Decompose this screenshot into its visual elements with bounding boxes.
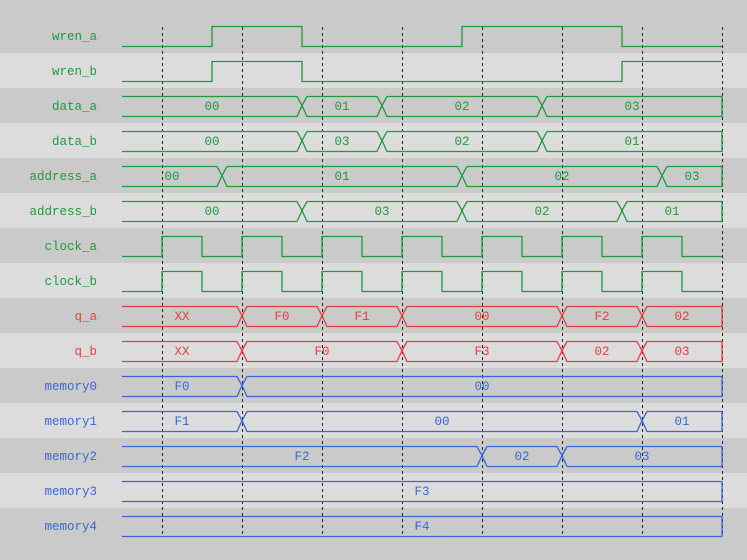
signal-row-memory2: memory2 F2 02 03 bbox=[44, 445, 723, 468]
bus-value-label: F3 bbox=[414, 485, 429, 499]
signal-row-memory1: memory1 F1 00 01 bbox=[44, 410, 723, 433]
row-background bbox=[0, 158, 747, 193]
signal-name-label: data_b bbox=[52, 135, 97, 149]
row-background bbox=[0, 403, 747, 438]
bus-value-label: 03 bbox=[374, 205, 389, 219]
bus-value-label: 03 bbox=[674, 345, 689, 359]
bus-value-label: 00 bbox=[204, 100, 219, 114]
bus-value-label: F2 bbox=[594, 310, 609, 324]
signal-name-label: memory4 bbox=[44, 520, 97, 534]
bus-segment bbox=[661, 165, 723, 188]
bus-value-label: F0 bbox=[274, 310, 289, 324]
row-background bbox=[0, 53, 747, 88]
row-background bbox=[0, 88, 747, 123]
bus-value-label: F4 bbox=[414, 520, 429, 534]
bus-value-label: F2 bbox=[294, 450, 309, 464]
bus-value-label: 02 bbox=[454, 100, 469, 114]
bus-segment bbox=[541, 130, 723, 153]
signal-name-label: q_b bbox=[74, 345, 97, 359]
bus-value-label: 02 bbox=[454, 135, 469, 149]
signal-row-wren_b: wren_b bbox=[52, 60, 722, 83]
bus-value-label: 00 bbox=[474, 310, 489, 324]
bus-segment bbox=[122, 515, 723, 538]
bus-segment bbox=[641, 340, 723, 363]
bus-value-label: 03 bbox=[334, 135, 349, 149]
signal-name-label: address_a bbox=[29, 170, 97, 184]
bus-value-label: F0 bbox=[314, 345, 329, 359]
row-background bbox=[0, 263, 747, 298]
bus-value-label: 02 bbox=[554, 170, 569, 184]
signal-name-label: q_a bbox=[74, 310, 97, 324]
waveform-trace bbox=[122, 25, 722, 48]
bus-value-label: 01 bbox=[664, 205, 679, 219]
bus-segment bbox=[641, 410, 723, 433]
bus-value-label: 01 bbox=[624, 135, 639, 149]
signal-name-label: data_a bbox=[52, 100, 98, 114]
clock-trace bbox=[122, 235, 722, 258]
bus-value-label: F0 bbox=[174, 380, 189, 394]
signal-row-wren_a: wren_a bbox=[52, 25, 722, 48]
signal-row-address_b: address_b 00 03 02 01 bbox=[29, 200, 723, 223]
bus-segment bbox=[241, 375, 723, 398]
signal-name-label: memory3 bbox=[44, 485, 97, 499]
signal-row-data_a: data_a 00 01 02 03 bbox=[52, 95, 723, 118]
bus-value-label: F3 bbox=[474, 345, 489, 359]
bus-value-label: 01 bbox=[334, 170, 349, 184]
bus-value-label: 00 bbox=[474, 380, 489, 394]
signal-name-label: wren_a bbox=[52, 30, 98, 44]
bus-value-label: XX bbox=[174, 310, 190, 324]
bus-value-label: 00 bbox=[164, 170, 179, 184]
row-background bbox=[0, 228, 747, 263]
row-background bbox=[0, 123, 747, 158]
signal-name-label: clock_b bbox=[44, 275, 97, 289]
signal-row-clock_a: clock_a bbox=[44, 235, 722, 258]
bus-value-label: 01 bbox=[674, 415, 689, 429]
signal-row-memory0: memory0 F0 00 bbox=[44, 375, 723, 398]
signal-row-q_a: q_a XX F0 F1 00 F2 02 bbox=[74, 305, 723, 328]
bus-value-label: 02 bbox=[514, 450, 529, 464]
row-background bbox=[0, 473, 747, 508]
bus-value-label: 03 bbox=[634, 450, 649, 464]
signal-row-memory3: memory3 F3 bbox=[44, 480, 723, 503]
signal-name-label: memory2 bbox=[44, 450, 97, 464]
signal-row-clock_b: clock_b bbox=[44, 270, 722, 293]
bus-segment bbox=[621, 200, 723, 223]
signal-row-address_a: address_a 00 01 02 03 bbox=[29, 165, 723, 188]
waveform-trace bbox=[122, 60, 722, 83]
bus-segment bbox=[641, 305, 723, 328]
bus-value-label: 03 bbox=[684, 170, 699, 184]
signal-name-label: address_b bbox=[29, 205, 97, 219]
clock-trace bbox=[122, 270, 722, 293]
bus-value-label: 03 bbox=[624, 100, 639, 114]
bus-value-label: F1 bbox=[174, 415, 189, 429]
bus-value-label: XX bbox=[174, 345, 190, 359]
signal-row-q_b: q_b XX F0 F3 02 03 bbox=[74, 340, 723, 363]
row-background bbox=[0, 438, 747, 473]
bus-value-label: 00 bbox=[204, 205, 219, 219]
bus-value-label: 02 bbox=[594, 345, 609, 359]
row-background bbox=[0, 333, 747, 368]
bus-segment bbox=[561, 445, 723, 468]
row-background bbox=[0, 368, 747, 403]
bus-value-label: 01 bbox=[334, 100, 349, 114]
row-background bbox=[0, 298, 747, 333]
bus-segment bbox=[541, 95, 723, 118]
signal-name-label: memory0 bbox=[44, 380, 97, 394]
signal-name-label: clock_a bbox=[44, 240, 97, 254]
signal-row-data_b: data_b 00 03 02 01 bbox=[52, 130, 723, 153]
bus-value-label: 00 bbox=[204, 135, 219, 149]
row-background bbox=[0, 18, 747, 53]
bus-segment bbox=[122, 480, 723, 503]
bus-value-label: F1 bbox=[354, 310, 369, 324]
row-background bbox=[0, 508, 747, 543]
bus-value-label: 02 bbox=[674, 310, 689, 324]
bus-value-label: 00 bbox=[434, 415, 449, 429]
signal-name-label: wren_b bbox=[52, 65, 97, 79]
signal-name-label: memory1 bbox=[44, 415, 97, 429]
bus-value-label: 02 bbox=[534, 205, 549, 219]
signal-row-memory4: memory4 F4 bbox=[44, 515, 723, 538]
